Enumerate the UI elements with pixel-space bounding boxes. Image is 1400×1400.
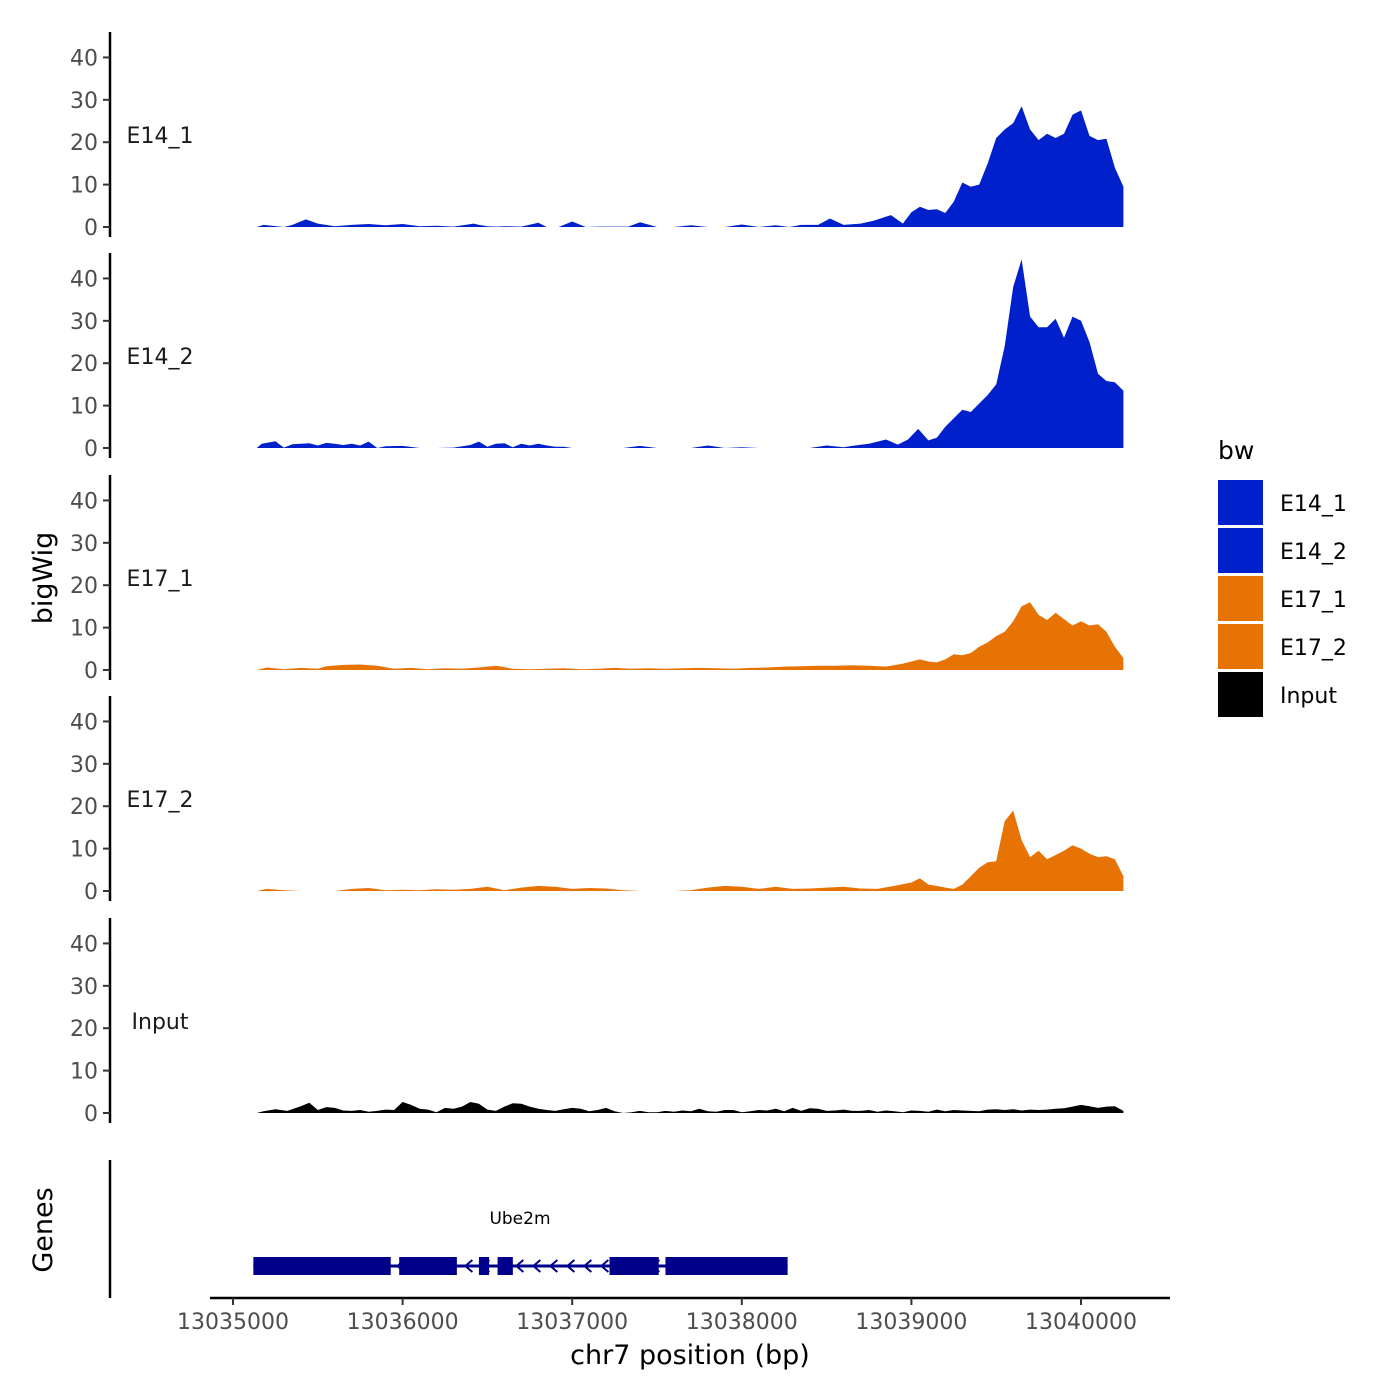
y-tick-label: 0 [84,437,98,462]
x-tick-label: 13037000 [516,1310,628,1335]
y-tick-label: 10 [70,838,98,863]
x-tick-label: 13039000 [855,1310,967,1335]
y-tick-label: 20 [70,131,98,156]
gene-exon [478,1257,490,1275]
track-label: E14_1 [127,124,194,149]
legend-key-E17_2 [1218,624,1263,669]
y-tick-label: 10 [70,395,98,420]
y-tick-label: 30 [70,532,98,557]
y-tick-label: 30 [70,89,98,114]
track-E14_2: 0 10 20 30 40 E14_2 [70,253,1124,462]
y-tick-label: 10 [70,1060,98,1085]
legend-key-E14_2 [1218,528,1263,573]
x-tick-label: 13040000 [1025,1310,1137,1335]
x-tick-label: 13035000 [177,1310,289,1335]
strand-arrow [599,1259,610,1273]
track-label: E17_2 [127,788,194,813]
y-tick-label: 10 [70,174,98,199]
track-Input: 0 10 20 30 40 Input [70,918,1124,1127]
y-tick-label: 0 [84,216,98,241]
genes-panel: Ube2m [108,1160,788,1298]
legend-title: bw [1218,436,1254,465]
track-label: E17_1 [127,567,194,592]
y-tick-label: 30 [70,975,98,1000]
gene-exon [253,1257,391,1275]
y-tick-label: 40 [70,489,98,514]
legend-label-E14_1: E14_1 [1280,492,1347,517]
legend-label-E17_2: E17_2 [1280,636,1347,661]
gene-exon [609,1257,659,1275]
y-tick-label: 0 [84,880,98,905]
gene-exon [665,1257,788,1275]
y-tick-label: 0 [84,659,98,684]
y-tick-label: 30 [70,753,98,778]
y-tick-label: 40 [70,710,98,735]
genes-axis-label: Genes [28,1187,59,1272]
y-tick-label: 30 [70,310,98,335]
y-tick-label: 40 [70,46,98,71]
legend-label-E17_1: E17_1 [1280,588,1347,613]
legend-key-Input [1218,672,1263,717]
legend-key-E17_1 [1218,576,1263,621]
y-tick-label: 40 [70,932,98,957]
strand-arrow [463,1259,474,1273]
x-axis: 13035000 13036000 13037000 13038000 13039000… [177,1296,1170,1335]
series-area-E14_2 [256,259,1124,448]
legend-label-E14_2: E14_2 [1280,540,1347,565]
track-E17_2: 0 10 20 30 40 E17_2 [70,696,1124,905]
strand-arrow [514,1259,525,1273]
y-axis-label: bigWig [28,532,59,625]
series-area-E14_1 [256,106,1124,227]
series-area-E17_2 [256,810,1124,891]
track-E14_1: 0 10 20 30 40 E14_1 [70,32,1124,241]
legend-key-E14_1 [1218,480,1263,525]
y-tick-label: 20 [70,574,98,599]
gene-exon [497,1257,513,1275]
track-label: Input [132,1010,189,1035]
strand-arrow [565,1259,576,1273]
y-tick-label: 10 [70,617,98,642]
legend-label-Input: Input [1280,684,1337,709]
track-panels: 0 10 20 30 40 E14_1 0 10 20 30 40 E14_2 0 10 20 30 40 E17… [70,32,1124,1127]
legend: bw E14_1 E14_2 E17_1 E17_2 Input [1218,436,1347,717]
track-label: E14_2 [127,345,194,370]
strand-arrow [582,1259,593,1273]
strand-arrow [531,1259,542,1273]
y-tick-label: 40 [70,267,98,292]
y-tick-label: 20 [70,1017,98,1042]
strand-arrow [548,1259,559,1273]
y-tick-label: 0 [84,1102,98,1127]
series-area-E17_1 [256,602,1124,670]
series-area-Input [256,1102,1124,1113]
x-tick-label: 13036000 [347,1310,459,1335]
y-tick-label: 20 [70,795,98,820]
x-axis-label: chr7 position (bp) [570,1340,810,1371]
x-tick-label: 13038000 [686,1310,798,1335]
y-tick-label: 20 [70,352,98,377]
gene-name-label: Ube2m [489,1209,550,1229]
gene-exon [399,1257,457,1275]
track-E17_1: 0 10 20 30 40 E17_1 [70,475,1124,684]
